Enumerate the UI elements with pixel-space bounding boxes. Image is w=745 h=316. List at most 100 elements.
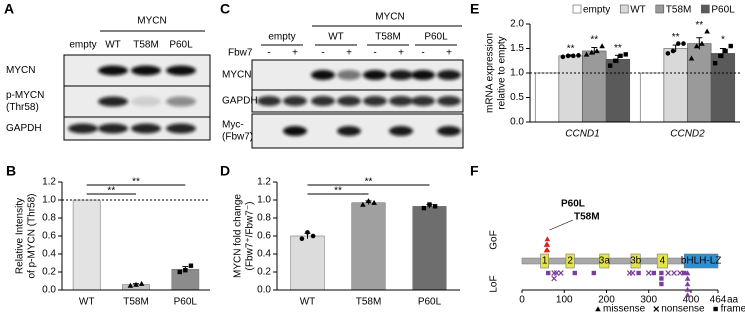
domain-label: 4: [660, 256, 666, 267]
y-tick-label: 0.8: [42, 213, 56, 224]
x-tick-label: P60L: [174, 297, 198, 308]
mutation: [645, 270, 652, 276]
y-tick-label: 0.0: [257, 285, 271, 296]
band: [337, 70, 361, 80]
treatment-sign: -: [321, 48, 324, 59]
y-tick-label: 1.0: [510, 68, 524, 79]
treatment-label: Fbw7: [228, 48, 253, 59]
legend-label: nonsense: [661, 304, 705, 315]
y-axis-label: of p-MYCN (Thr58): [27, 193, 38, 278]
band: [98, 123, 128, 134]
significance-label: **: [567, 44, 575, 55]
legend-label: WT: [630, 5, 646, 16]
y-tick-label: 1.2: [257, 177, 271, 188]
mutation: [591, 270, 597, 276]
band: [311, 96, 335, 106]
band: [437, 96, 461, 106]
y-tick-label: 0.2: [257, 267, 271, 278]
y-tick-label: 1.2: [42, 177, 56, 188]
data-point: [718, 53, 723, 59]
bar: [534, 72, 560, 123]
data-point: [594, 48, 600, 54]
row-label: GAPDH: [6, 123, 42, 134]
treatment-sign: -: [373, 48, 376, 59]
group-label: MYCN: [137, 16, 166, 27]
legend-swatch: [655, 4, 665, 14]
y-tick-label: 0.6: [257, 231, 271, 242]
y-tick-label: 1.0: [42, 195, 56, 206]
significance-label: *: [721, 35, 725, 46]
data-point: [675, 41, 681, 46]
x-tick-label: WT: [300, 297, 316, 308]
data-point: [421, 205, 427, 211]
legend-label: T58M: [666, 5, 692, 16]
gof-label: GoF: [489, 230, 500, 249]
mutation: [653, 306, 660, 312]
x-tick-label: 300: [640, 295, 657, 306]
significance-label: **: [334, 186, 342, 197]
band: [257, 96, 281, 106]
data-point: [699, 40, 705, 46]
y-axis-label: Relative Intensity: [15, 198, 26, 274]
y-tick-label: 0.0: [42, 285, 56, 296]
y-tick-label: 0.0: [510, 117, 524, 128]
data-point: [583, 51, 590, 57]
y-tick-label: 0.6: [42, 231, 56, 242]
row-label: GAPDH: [222, 96, 258, 107]
bar: [639, 72, 665, 123]
panel-label: D: [220, 163, 230, 179]
data-point: [693, 43, 700, 49]
legend-label: missense: [603, 304, 646, 315]
mutation: [684, 275, 691, 281]
significance-label: **: [365, 177, 373, 188]
legend-swatch: [619, 4, 629, 14]
x-tick-label: P60L: [418, 297, 442, 308]
x-tick-label: WT: [79, 297, 95, 308]
band: [166, 123, 196, 134]
mutation: [684, 292, 691, 298]
y-axis-label: (Fbw7⁺/Fbw7⁻): [245, 202, 256, 271]
data-point: [127, 282, 134, 288]
significance-label: **: [590, 35, 598, 46]
data-point: [728, 43, 733, 49]
domain: [565, 253, 575, 269]
significance-label: **: [695, 20, 703, 31]
data-point: [183, 268, 188, 273]
mutation: [684, 286, 691, 292]
bar: [171, 268, 200, 291]
data-point: [623, 52, 628, 57]
band: [337, 96, 361, 106]
lane-label: P60L: [424, 32, 448, 43]
mutation: [659, 281, 664, 287]
mutation: [544, 236, 551, 242]
bar: [605, 58, 631, 123]
treatment-sign: +: [346, 48, 352, 59]
mutation: [671, 270, 677, 276]
treatment-sign: +: [446, 48, 452, 59]
panel-label: B: [6, 163, 16, 179]
panel-label: A: [4, 1, 14, 17]
data-point: [599, 43, 605, 49]
band: [98, 96, 128, 107]
lane-label: T58M: [133, 40, 159, 51]
significance-label: **: [132, 177, 140, 188]
row-label: (Thr58): [6, 102, 39, 113]
bar: [290, 235, 325, 291]
lane-label: P60L: [169, 40, 193, 51]
mutation: [545, 270, 551, 276]
domain-label: 3a: [599, 256, 611, 267]
data-point: [688, 55, 695, 61]
treatment-sign: -: [267, 48, 270, 59]
x-tick-label: 464: [710, 295, 727, 306]
mutation: [544, 241, 551, 247]
data-point: [712, 61, 718, 66]
data-point: [607, 63, 613, 68]
bar: [412, 206, 447, 291]
lane-label: empty: [69, 40, 96, 51]
data-point: [299, 236, 305, 241]
data-point: [305, 230, 310, 235]
data-point: [133, 281, 139, 287]
mutation: [677, 270, 683, 276]
row-label: p-MYCN: [6, 90, 44, 101]
data-point: [560, 54, 566, 60]
